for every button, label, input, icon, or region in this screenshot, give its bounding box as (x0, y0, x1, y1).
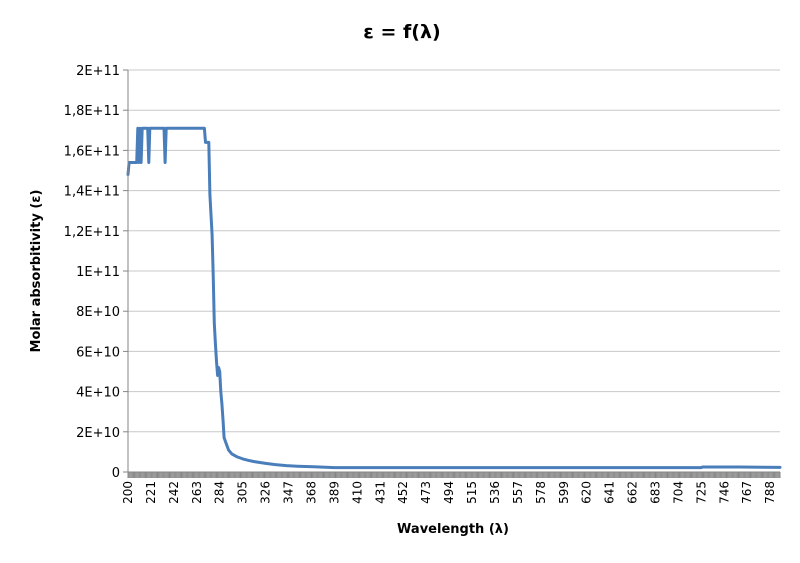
x-axis-label: Wavelength (λ) (397, 522, 509, 537)
y-tick-label: 1,4E+11 (64, 185, 120, 200)
grid-lines (128, 69, 780, 433)
y-tick-label: 0 (112, 466, 120, 481)
y-tick-label: 8E+10 (76, 305, 120, 320)
x-tick-label: 452 (396, 481, 410, 504)
x-tick-label: 620 (580, 481, 594, 504)
y-tick-label: 1E+11 (76, 265, 120, 280)
x-tick-label: 368 (304, 481, 318, 504)
y-axis-label: Molar absorbitivity (ε) (29, 190, 44, 353)
x-tick-label: 599 (557, 481, 571, 504)
x-tick-label: 578 (534, 481, 548, 504)
y-axis-ticks: 0 2E+10 4E+10 6E+10 8E+10 1E+11 1,2E+11 1,4E+11… (64, 64, 128, 481)
x-tick-label: 221 (144, 481, 158, 504)
x-axis-ticks: 200 221 242 263 284 305 326 347 368 389 410 431 452 4… (121, 472, 781, 504)
x-tick-label: 767 (740, 481, 754, 504)
y-tick-label: 2E+11 (76, 64, 120, 79)
x-tick-label: 305 (236, 481, 250, 504)
y-tick-label: 4E+10 (76, 386, 120, 401)
plot-series (126, 126, 782, 470)
x-tick-label: 326 (259, 481, 273, 504)
x-tick-label: 641 (603, 481, 617, 504)
x-tick-label: 200 (121, 481, 135, 504)
y-tick-label: 1,8E+11 (64, 104, 120, 119)
series-line (126, 126, 782, 470)
x-tick-label: 473 (419, 481, 433, 504)
x-tick-label: 536 (488, 481, 502, 504)
y-tick-label: 1,6E+11 (64, 144, 120, 159)
x-tick-label: 263 (190, 481, 204, 504)
x-tick-label: 431 (373, 481, 387, 504)
x-tick-label: 242 (167, 481, 181, 504)
x-tick-label: 410 (350, 481, 364, 504)
x-tick-label: 746 (717, 481, 731, 504)
x-tick-label: 284 (213, 481, 227, 504)
x-tick-label: 557 (511, 481, 525, 504)
x-tick-label: 704 (671, 481, 685, 504)
x-tick-label: 788 (763, 481, 777, 504)
y-tick-label: 2E+10 (76, 426, 120, 441)
x-tick-label: 662 (626, 481, 640, 504)
x-tick-label: 347 (282, 481, 296, 504)
x-tick-label: 683 (648, 481, 662, 504)
x-tick-label: 515 (465, 481, 479, 504)
x-tick-label: 494 (442, 481, 456, 504)
chart-title: ε = f(λ) (363, 21, 440, 43)
x-tick-label: 389 (327, 481, 341, 504)
x-tick-label: 725 (694, 481, 708, 504)
y-tick-label: 1,2E+11 (64, 225, 120, 240)
y-tick-label: 6E+10 (76, 345, 120, 360)
